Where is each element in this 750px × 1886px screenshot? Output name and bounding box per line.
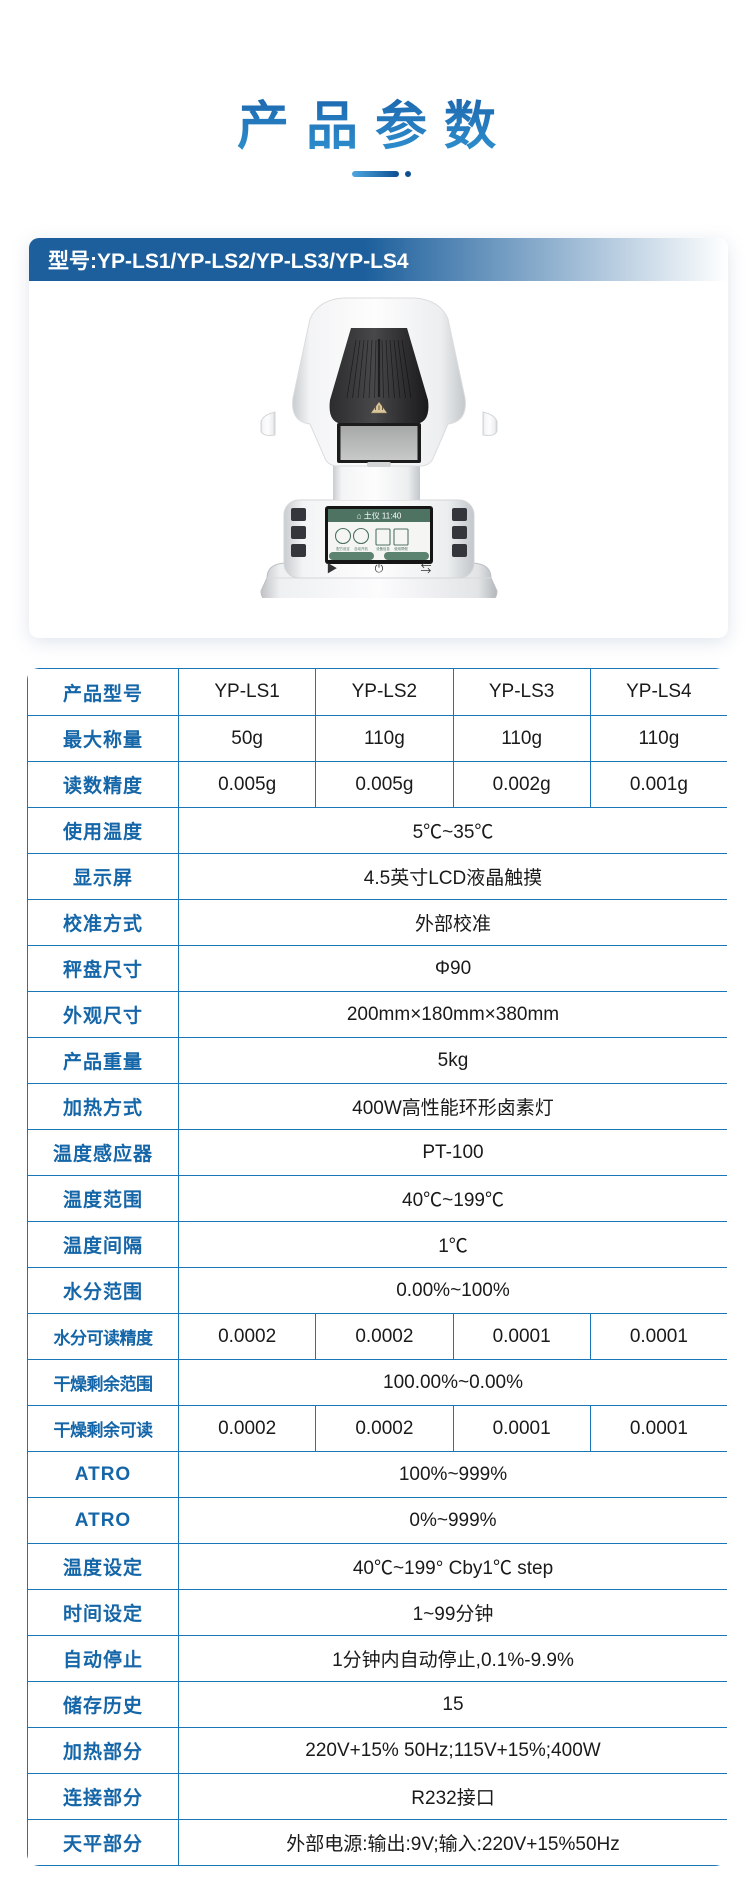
svg-text:⏻: ⏻ xyxy=(374,563,383,575)
svg-text:▶: ▶ xyxy=(326,562,337,575)
svg-text:设备信息: 设备信息 xyxy=(376,546,390,551)
svg-text:⇆: ⇆ xyxy=(420,562,431,575)
svg-text:配方设定: 配方设定 xyxy=(336,546,350,551)
svg-text:自动开机: 自动开机 xyxy=(354,546,368,551)
svg-text:⌂ 土仪 11:40: ⌂ 土仪 11:40 xyxy=(356,511,401,521)
svg-text:使用帮假: 使用帮假 xyxy=(394,546,408,551)
